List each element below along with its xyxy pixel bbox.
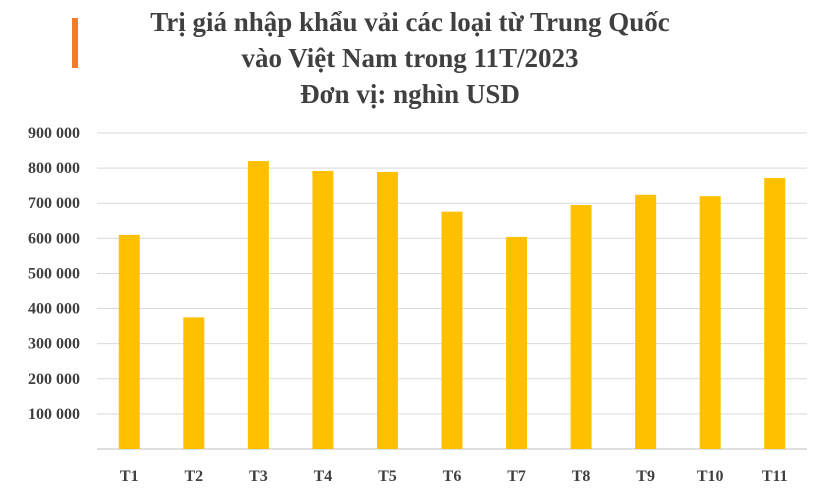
x-tick-label: T11 [762, 468, 788, 485]
bar-t4 [312, 170, 334, 450]
title-accent-bar [72, 18, 78, 68]
y-tick-label: 800 000 [28, 160, 80, 177]
bar-t5 [376, 171, 398, 449]
bar-t1 [118, 234, 140, 449]
y-tick-label: 500 000 [28, 265, 80, 282]
bar-t3 [247, 161, 269, 450]
x-tick-label: T6 [443, 468, 462, 485]
bar-t11 [764, 177, 786, 450]
x-tick-label: T3 [249, 468, 268, 485]
bar-t10 [699, 196, 721, 449]
y-tick-label: 100 000 [28, 406, 80, 423]
bar-t2 [183, 317, 205, 449]
x-tick-label: T2 [184, 468, 203, 485]
x-tick-label: T5 [378, 468, 397, 485]
y-tick-label: 300 000 [28, 336, 80, 353]
y-tick-label: 600 000 [28, 230, 80, 247]
x-tick-label: T9 [636, 468, 655, 485]
x-tick-label: T10 [697, 468, 724, 485]
bar-t7 [506, 236, 528, 449]
y-tick-label: 900 000 [28, 125, 80, 142]
x-tick-label: T1 [120, 468, 139, 485]
bar-t8 [570, 204, 592, 449]
y-tick-label: 400 000 [28, 301, 80, 318]
x-tick-label: T4 [314, 468, 333, 485]
chart-title-line-1: Trị giá nhập khẩu vải các loại từ Trung … [150, 7, 670, 37]
y-tick-label: 700 000 [28, 195, 80, 212]
chart-title-line-3: Đơn vị: nghìn USD [300, 79, 520, 109]
chart-title-line-2: vào Việt Nam trong 11T/2023 [241, 43, 579, 73]
chart-title: Trị giá nhập khẩu vải các loại từ Trung … [90, 4, 730, 112]
bar-t9 [635, 194, 657, 449]
x-tick-label: T7 [507, 468, 526, 485]
x-tick-label: T8 [572, 468, 591, 485]
y-tick-label: 200 000 [28, 371, 80, 388]
bar-t6 [441, 211, 463, 449]
